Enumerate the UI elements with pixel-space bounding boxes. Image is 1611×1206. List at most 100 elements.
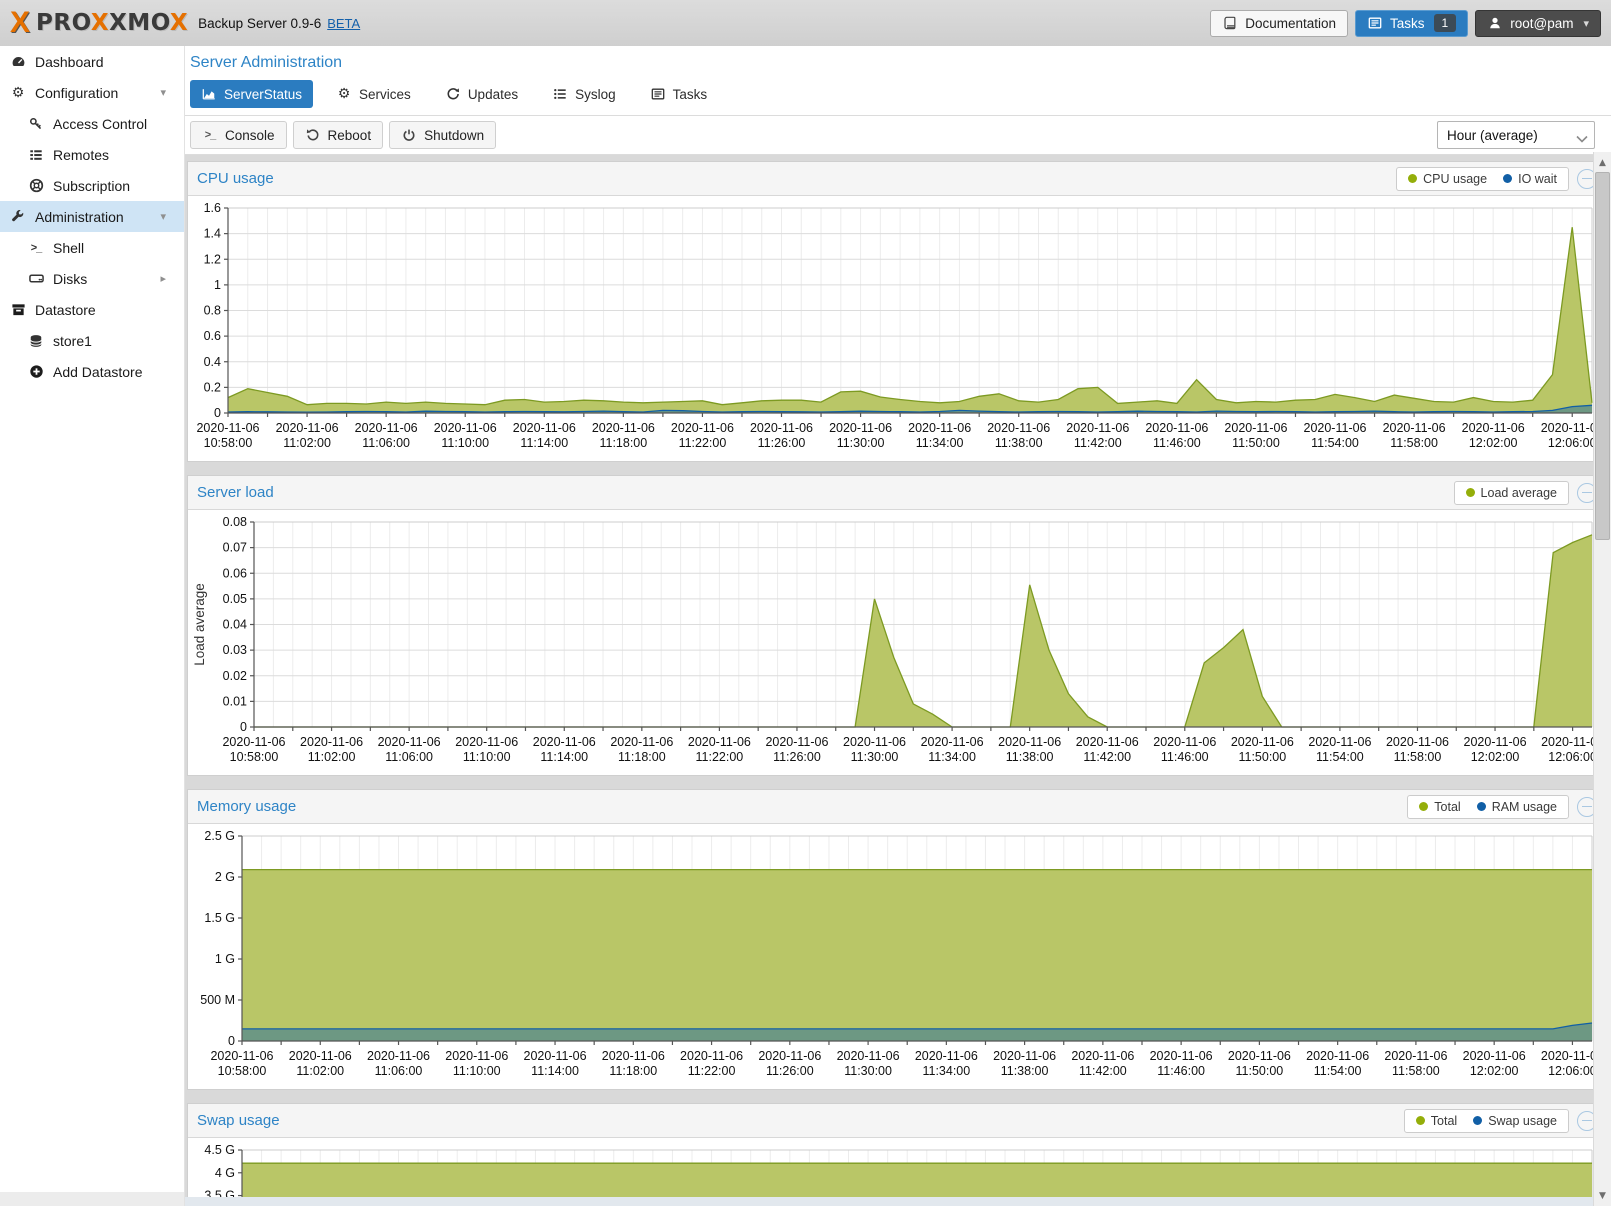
legend-label: CPU usage	[1423, 171, 1488, 186]
sidebar-item-dashboard[interactable]: Dashboard	[0, 46, 184, 77]
scroll-up-arrow-icon[interactable]: ▲	[1599, 157, 1606, 168]
legend-item[interactable]: Swap usage	[1473, 1114, 1557, 1128]
list-icon	[552, 86, 568, 102]
legend-item[interactable]: RAM usage	[1476, 800, 1557, 814]
sidebar-item-label: Configuration	[35, 84, 119, 101]
svg-text:2020-11-06: 2020-11-06	[513, 421, 576, 435]
svg-text:0.06: 0.06	[223, 566, 247, 580]
sidebar-item-add-datastore[interactable]: Add Datastore	[0, 356, 184, 387]
user-menu-button[interactable]: root@pam ▾	[1475, 9, 1601, 37]
svg-text:2020-11-06: 2020-11-06	[367, 1049, 430, 1063]
svg-text:11:18:00: 11:18:00	[609, 1064, 657, 1078]
svg-text:2020-11-06: 2020-11-06	[592, 421, 655, 435]
reboot-button[interactable]: Reboot	[292, 121, 384, 149]
legend-dot-icon	[1415, 1116, 1425, 1125]
sidebar-item-shell[interactable]: >_ Shell	[0, 232, 184, 263]
svg-text:11:42:00: 11:42:00	[1074, 436, 1122, 450]
svg-text:11:14:00: 11:14:00	[531, 1064, 579, 1078]
svg-text:0.6: 0.6	[204, 329, 221, 343]
list-rows-icon	[28, 147, 44, 163]
tasks-button[interactable]: Tasks 1	[1355, 9, 1469, 37]
svg-text:2020-11-06: 2020-11-06	[1304, 421, 1367, 435]
svg-text:Load average: Load average	[192, 583, 207, 666]
legend-label: Total	[1434, 799, 1461, 814]
legend-item[interactable]: Load average	[1465, 486, 1557, 500]
vertical-scrollbar[interactable]: ▲ ▼	[1593, 152, 1611, 1206]
legend-item[interactable]: CPU usage	[1408, 172, 1487, 186]
svg-text:11:30:00: 11:30:00	[844, 1064, 892, 1078]
key-icon	[28, 116, 44, 132]
svg-text:2020-11-06: 2020-11-06	[300, 735, 363, 749]
svg-text:11:46:00: 11:46:00	[1153, 436, 1201, 450]
sidebar-item-remotes[interactable]: Remotes	[0, 139, 184, 170]
expand-right-icon[interactable]: ▸	[160, 272, 166, 285]
sidebar-item-datastore[interactable]: Datastore	[0, 294, 184, 325]
shutdown-button[interactable]: Shutdown	[389, 121, 497, 149]
svg-text:11:30:00: 11:30:00	[851, 750, 899, 764]
svg-text:2020-11-06: 2020-11-06	[289, 1049, 352, 1063]
tab-bar: ServerStatus ⚙ Services Updates Syslog T…	[185, 77, 1611, 111]
svg-text:2020-11-06: 2020-11-06	[1541, 1049, 1604, 1063]
beta-link[interactable]: BETA	[327, 15, 361, 31]
sidebar-item-access-control[interactable]: Access Control	[0, 108, 184, 139]
svg-text:2020-11-06: 2020-11-06	[1076, 735, 1139, 749]
user-label: root@pam	[1510, 15, 1574, 31]
cpu-usage-panel: CPU usage CPU usage IO wait 0 0.2 0.4 0.6 0.8…	[187, 161, 1607, 462]
tab-label: Services	[359, 86, 411, 102]
gears-icon: ⚙	[337, 86, 351, 102]
tab-updates[interactable]: Updates	[434, 80, 529, 108]
sidebar-item-administration[interactable]: Administration ▾	[0, 201, 184, 232]
sidebar-item-subscription[interactable]: Subscription	[0, 170, 184, 201]
svg-text:2 G: 2 G	[215, 870, 235, 884]
chevron-down-icon: ▾	[1583, 16, 1589, 30]
svg-text:2020-11-06: 2020-11-06	[1464, 735, 1527, 749]
svg-text:2020-11-06: 2020-11-06	[1306, 1049, 1369, 1063]
svg-text:2020-11-06: 2020-11-06	[602, 1049, 665, 1063]
svg-text:2020-11-06: 2020-11-06	[1541, 421, 1604, 435]
svg-text:2020-11-06: 2020-11-06	[915, 1049, 978, 1063]
legend-item[interactable]: Total	[1415, 1113, 1458, 1128]
documentation-label: Documentation	[1245, 15, 1337, 31]
sidebar-item-store1[interactable]: store1	[0, 325, 184, 356]
legend-dot-icon	[1503, 174, 1513, 183]
dashboard-icon	[10, 54, 26, 70]
tasks-icon	[1367, 15, 1383, 31]
collapse-arrow-icon[interactable]: ▾	[160, 86, 166, 99]
tab-syslog[interactable]: Syslog	[541, 80, 627, 108]
legend-item[interactable]: IO wait	[1503, 172, 1557, 186]
svg-text:0: 0	[240, 720, 247, 734]
tab-serverstatus[interactable]: ServerStatus	[190, 80, 314, 108]
svg-text:2020-11-06: 2020-11-06	[680, 1049, 743, 1063]
svg-text:4 G: 4 G	[215, 1166, 235, 1180]
svg-text:11:26:00: 11:26:00	[773, 750, 821, 764]
tab-tasks[interactable]: Tasks	[639, 80, 719, 108]
scroll-down-arrow-icon[interactable]: ▼	[1599, 1190, 1606, 1201]
svg-text:2020-11-06: 2020-11-06	[1386, 735, 1449, 749]
server-load-chart: 0 0.01 0.02 0.03 0.04 0.05 0.06 0.07 0.08 2020-11…	[190, 512, 1604, 771]
collapse-arrow-icon[interactable]: ▾	[160, 210, 166, 223]
svg-text:11:22:00: 11:22:00	[696, 750, 744, 764]
console-button[interactable]: >_ Console	[190, 121, 287, 149]
svg-text:2020-11-06: 2020-11-06	[1224, 421, 1287, 435]
legend-label: Total	[1430, 1113, 1458, 1128]
svg-text:12:06:00: 12:06:00	[1548, 750, 1597, 764]
list-alt-icon	[650, 86, 666, 102]
legend-dot-icon	[1465, 488, 1475, 497]
svg-text:2.5 G: 2.5 G	[204, 829, 235, 843]
sidebar-item-configuration[interactable]: ⚙ Configuration ▾	[0, 77, 184, 108]
timeframe-select[interactable]: Hour (average)	[1437, 121, 1595, 149]
scrollbar-thumb[interactable]	[1595, 172, 1610, 540]
svg-text:11:18:00: 11:18:00	[618, 750, 666, 764]
documentation-button[interactable]: Documentation	[1210, 9, 1349, 37]
svg-text:0.03: 0.03	[223, 643, 247, 657]
svg-text:11:38:00: 11:38:00	[1006, 750, 1054, 764]
sidebar-item-disks[interactable]: Disks ▸	[0, 263, 184, 294]
svg-text:11:02:00: 11:02:00	[308, 750, 356, 764]
tasks-label: Tasks	[1390, 15, 1425, 31]
hdd-icon	[28, 271, 44, 287]
svg-text:11:54:00: 11:54:00	[1311, 436, 1359, 450]
svg-text:11:22:00: 11:22:00	[688, 1064, 736, 1078]
legend-item[interactable]: Total	[1419, 799, 1461, 814]
tab-services[interactable]: ⚙ Services	[325, 80, 422, 108]
panel-header: Swap usage Total Swap usage	[188, 1104, 1606, 1138]
